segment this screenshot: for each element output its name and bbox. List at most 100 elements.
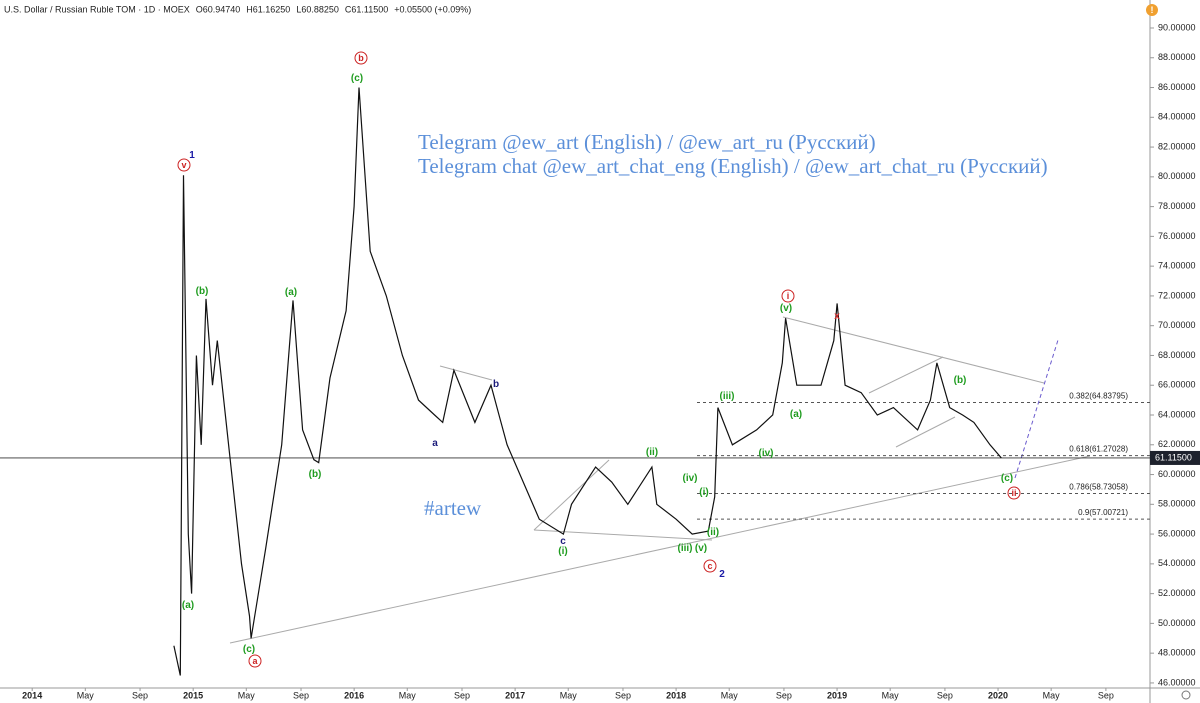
x-tick-label: May	[560, 690, 578, 700]
wave-label: c	[707, 561, 712, 571]
fib-label: 0.382(64.83795)	[1069, 392, 1128, 401]
price-line	[173, 87, 1002, 676]
wave-label: b	[358, 53, 364, 63]
y-tick-label: 88.00000	[1158, 52, 1196, 62]
wave-label: (c)	[351, 73, 363, 84]
header-text: O60.94740	[196, 4, 241, 14]
wave-label: b	[493, 379, 499, 390]
watermark-text: Telegram chat @ew_art_chat_eng (English)…	[418, 154, 1048, 178]
wave-label: (a)	[182, 600, 194, 611]
x-tick-label: 2017	[505, 690, 525, 700]
wave-circle	[703, 559, 717, 573]
y-tick-label: 52.00000	[1158, 588, 1196, 598]
x-tick-label: 2016	[344, 690, 364, 700]
header-text: U.S. Dollar / Russian Ruble TOM · 1D · M…	[4, 4, 190, 14]
wave-label: (c)	[1001, 473, 1013, 484]
wave-label: (i)	[699, 487, 708, 498]
y-tick-label: 74.00000	[1158, 261, 1196, 271]
x-tick-label: Sep	[454, 690, 470, 700]
x-tick-label: Sep	[293, 690, 309, 700]
wave-label: 1	[189, 150, 195, 161]
x-tick-label: May	[721, 690, 739, 700]
trendline	[782, 316, 1045, 384]
x-tick-label: 2014	[22, 690, 42, 700]
x-tick-label: Sep	[132, 690, 148, 700]
wave-circle	[177, 158, 191, 172]
wave-label: (v)	[780, 303, 792, 314]
wave-label: (a)	[285, 287, 297, 298]
x-tick-label: Sep	[615, 690, 631, 700]
y-tick-label: 60.00000	[1158, 469, 1196, 479]
x-tick-label: May	[882, 690, 900, 700]
y-tick-label: 58.00000	[1158, 499, 1196, 509]
trendline	[868, 356, 944, 394]
alert-icon[interactable]	[1146, 4, 1158, 16]
y-tick-label: 82.00000	[1158, 141, 1196, 151]
wave-circle	[781, 289, 795, 303]
watermark-text: Telegram @ew_art (English) / @ew_art_ru …	[418, 130, 876, 154]
wave-label: c	[560, 536, 566, 547]
y-tick-label: 64.00000	[1158, 409, 1196, 419]
y-tick-label: 86.00000	[1158, 82, 1196, 92]
y-tick-label: 48.00000	[1158, 648, 1196, 658]
wave-circle	[1007, 486, 1021, 500]
header-text: L60.88250	[296, 4, 339, 14]
trendline	[229, 455, 1091, 644]
x-tick-label: 2020	[988, 690, 1008, 700]
x-tick-label: Sep	[937, 690, 953, 700]
x-tick-label: May	[1043, 690, 1061, 700]
y-tick-label: 70.00000	[1158, 320, 1196, 330]
y-tick-label: 54.00000	[1158, 558, 1196, 568]
watermark-text: #artew	[424, 496, 482, 520]
x-tick-label: May	[399, 690, 417, 700]
wave-label: 2	[719, 569, 725, 580]
wave-label: (v)	[695, 543, 707, 554]
trendline	[895, 416, 956, 448]
wave-circle	[354, 51, 368, 65]
header-text: H61.16250	[246, 4, 290, 14]
wave-label: (a)	[790, 409, 802, 420]
x-tick-label: May	[77, 690, 95, 700]
last-price-label: 61.11500	[1155, 452, 1192, 462]
wave-label: (iii)	[720, 391, 735, 402]
wave-label: a	[432, 438, 438, 449]
wave-label: (c)	[243, 644, 255, 655]
y-tick-label: 46.00000	[1158, 677, 1196, 687]
fib-label: 0.9(57.00721)	[1078, 508, 1128, 517]
y-tick-label: 84.00000	[1158, 112, 1196, 122]
wave-label: x	[834, 311, 840, 322]
wave-label: (ii)	[707, 527, 719, 538]
wave-circle	[248, 654, 262, 668]
wave-label: (i)	[558, 546, 567, 557]
y-tick-label: 62.00000	[1158, 439, 1196, 449]
wave-label: (iv)	[759, 448, 774, 459]
y-tick-label: 72.00000	[1158, 290, 1196, 300]
wave-label: (b)	[309, 469, 322, 480]
x-tick-label: 2015	[183, 690, 203, 700]
wave-label: a	[252, 656, 258, 666]
wave-label: (b)	[954, 375, 967, 386]
y-tick-label: 78.00000	[1158, 201, 1196, 211]
y-tick-label: 66.00000	[1158, 380, 1196, 390]
wave-label: v	[181, 160, 186, 170]
y-tick-label: 80.00000	[1158, 171, 1196, 181]
y-tick-label: 90.00000	[1158, 22, 1196, 32]
x-tick-label: 2018	[666, 690, 686, 700]
wave-label: (ii)	[646, 447, 658, 458]
x-tick-label: Sep	[1098, 690, 1114, 700]
x-tick-label: Sep	[776, 690, 792, 700]
fib-label: 0.786(58.73058)	[1069, 483, 1128, 492]
y-tick-label: 76.00000	[1158, 231, 1196, 241]
projection	[1014, 339, 1059, 479]
settings-icon[interactable]	[1181, 690, 1191, 700]
wave-label: i	[787, 291, 790, 301]
header-text: C61.11500	[345, 4, 388, 14]
trendline	[439, 365, 493, 381]
wave-label: (b)	[196, 286, 209, 297]
header-text: +0.05500 (+0.09%)	[394, 4, 471, 14]
x-tick-label: May	[238, 690, 256, 700]
wave-label: (iii)	[678, 543, 693, 554]
wave-label: ii	[1011, 488, 1016, 498]
